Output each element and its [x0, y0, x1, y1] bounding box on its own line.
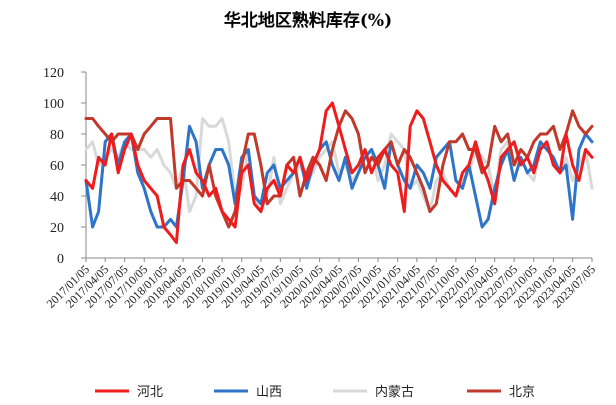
y-tick-label: 120 — [43, 66, 64, 81]
x-axis: 2017/01/052017/04/052017/07/052017/10/05… — [44, 257, 598, 311]
series-line-hebei — [84, 101, 594, 244]
chart-title: 华北地区熟料库存(%) — [224, 10, 392, 31]
legend-label-beijing: 北京 — [509, 385, 535, 400]
y-tick-label: 100 — [43, 97, 64, 112]
legend-item-inner-mongolia: 内蒙古 — [333, 384, 414, 400]
legend: 河北 山西 内蒙古 北京 — [95, 384, 535, 400]
legend-label-inner-mongolia: 内蒙古 — [375, 384, 414, 400]
legend-label-hebei: 河北 — [137, 385, 163, 400]
legend-item-shanxi: 山西 — [214, 385, 282, 400]
legend-label-shanxi: 山西 — [256, 385, 282, 400]
y-tick-label: 0 — [57, 252, 64, 267]
series-group — [84, 101, 594, 244]
y-axis: 0 20 40 60 80 100 120 — [43, 66, 87, 267]
y-tick-label: 60 — [50, 159, 64, 174]
legend-item-beijing: 北京 — [467, 385, 535, 400]
legend-item-hebei: 河北 — [95, 385, 163, 400]
series-line-inner-mongolia — [84, 117, 594, 213]
y-tick-label: 80 — [50, 128, 64, 143]
y-tick-label: 20 — [50, 221, 64, 236]
y-tick-label: 40 — [50, 190, 64, 205]
